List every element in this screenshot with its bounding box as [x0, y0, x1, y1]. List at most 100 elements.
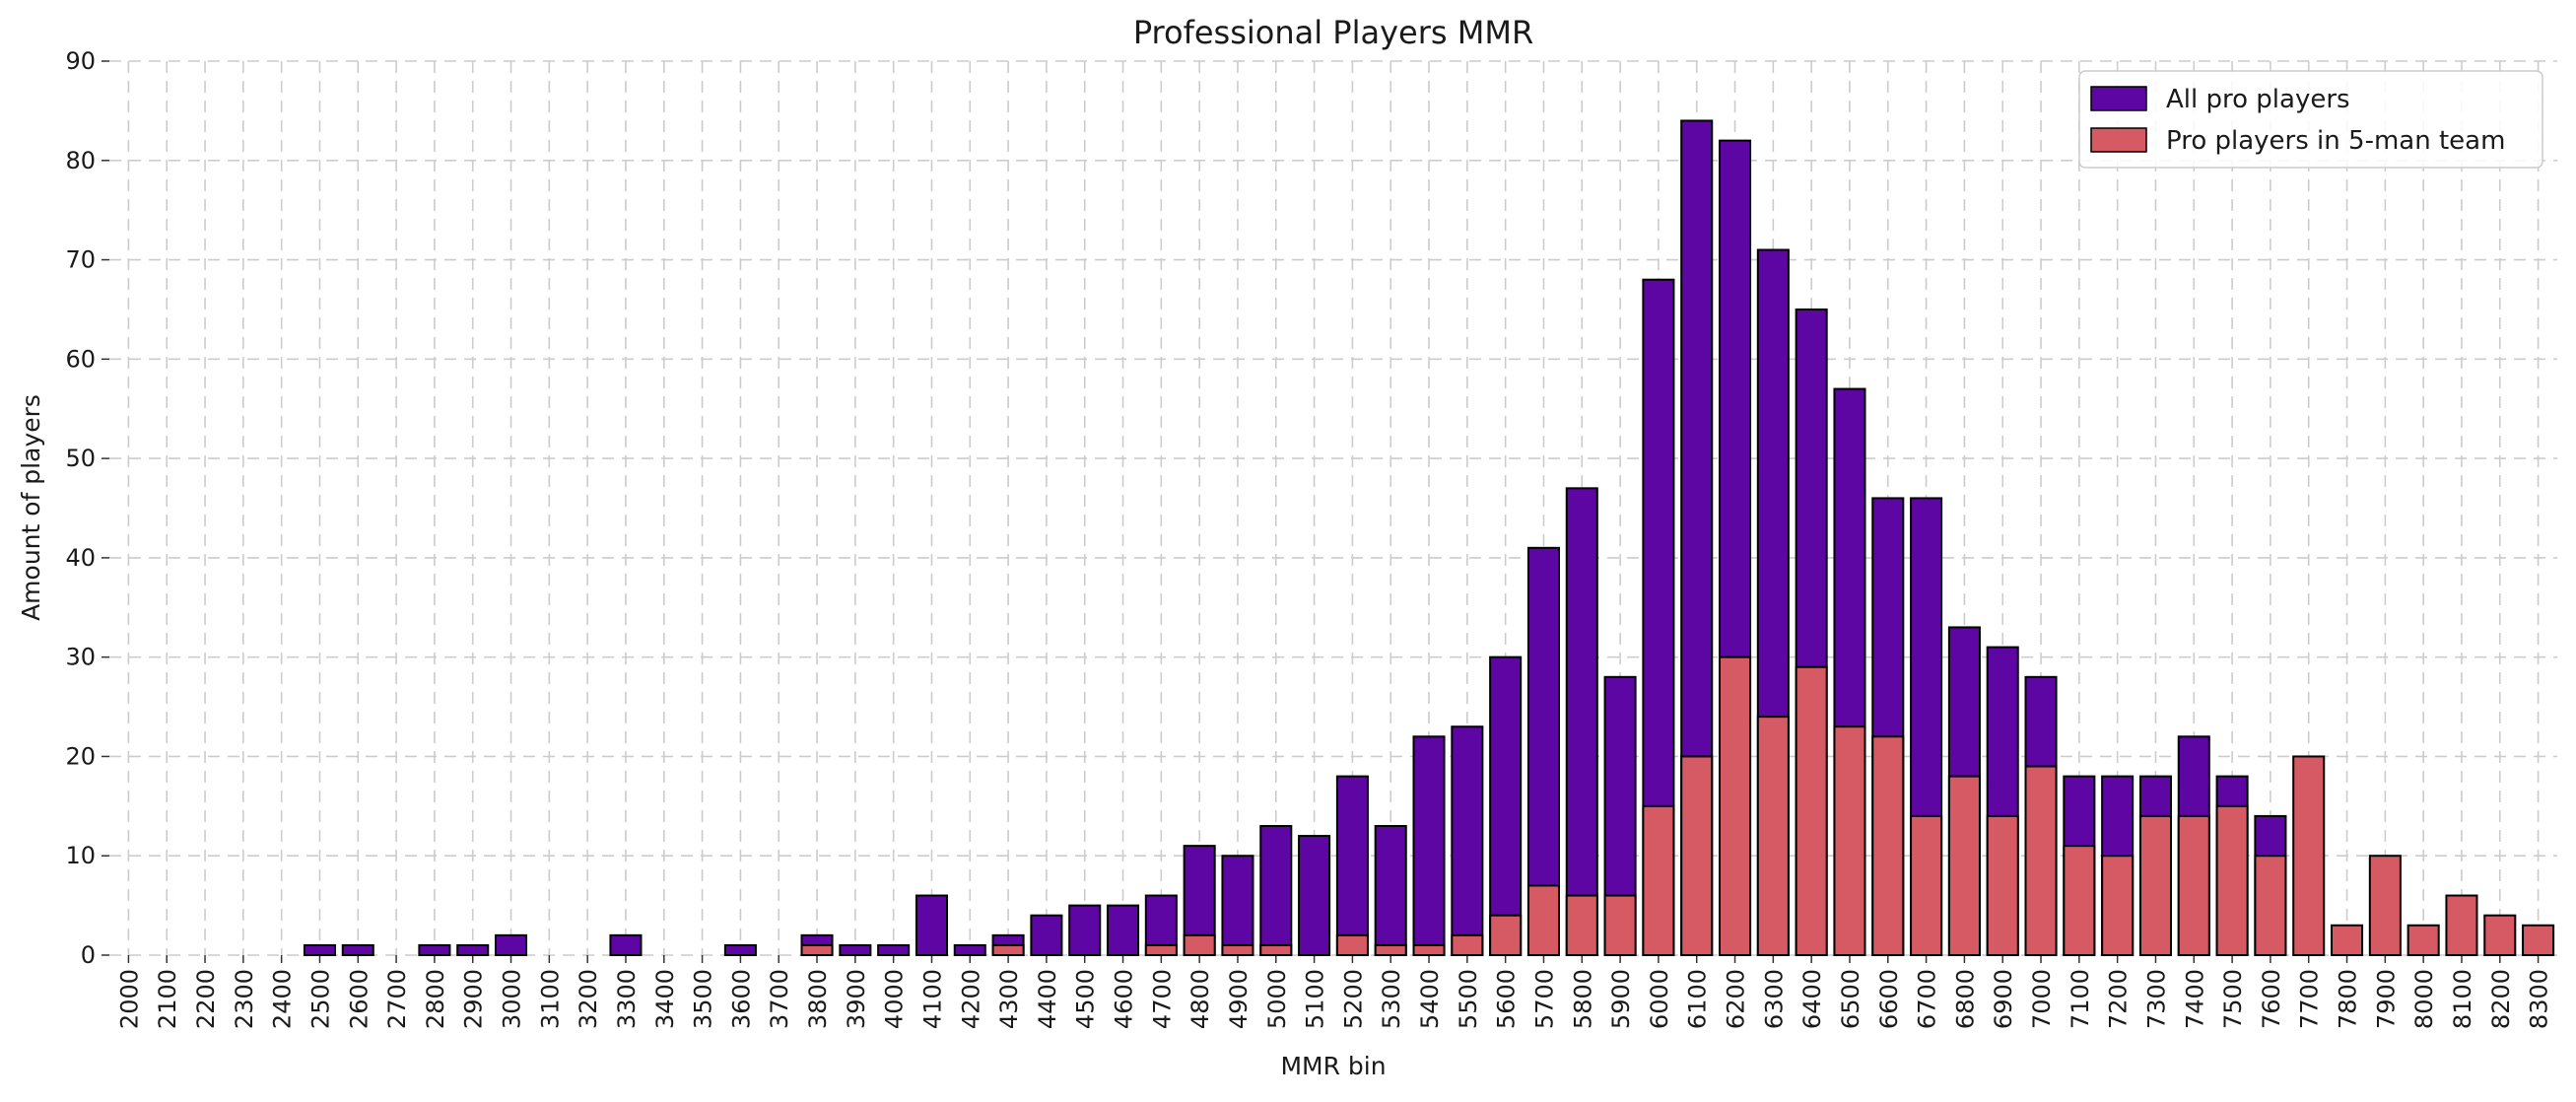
x-tick-label: 4800	[1186, 969, 1214, 1029]
x-tick-label: 3500	[690, 969, 717, 1029]
legend-swatch-pro-players-5-man-team	[2090, 127, 2147, 153]
bar-pro-players-5-man-team	[1642, 804, 1675, 956]
bar-pro-players-5-man-team	[2215, 804, 2249, 956]
bar-all-pro-players	[1335, 775, 1369, 956]
bar-all-pro-players	[723, 943, 757, 957]
x-tick-label: 7500	[2219, 969, 2247, 1029]
x-axis-ticks: 2000 2100 2200 2300 2400 2500 2600 2700 2800 2900…	[115, 955, 2553, 1029]
bar-pro-players-5-man-team	[1719, 655, 1752, 957]
bar-pro-players-5-man-team	[2292, 755, 2326, 957]
x-tick-label: 6400	[1798, 969, 1826, 1029]
y-tick-label: 70	[65, 246, 96, 274]
x-tick-label: 8200	[2487, 969, 2515, 1029]
bar-pro-players-5-man-team	[2522, 924, 2555, 956]
x-tick-label: 6700	[1914, 969, 1941, 1029]
bar-pro-players-5-man-team	[1680, 755, 1714, 957]
bar-pro-players-5-man-team	[2254, 855, 2287, 957]
x-tick-label: 6600	[1875, 969, 1903, 1029]
x-tick-label: 3200	[575, 969, 602, 1029]
bar-pro-players-5-man-team	[1947, 775, 1981, 956]
x-tick-label: 4300	[995, 969, 1023, 1029]
x-tick-label: 4100	[918, 969, 946, 1029]
y-tick-label: 40	[65, 544, 96, 572]
x-tick-label: 5200	[1339, 969, 1367, 1029]
x-tick-label: 4200	[957, 969, 984, 1029]
bar-all-pro-players	[839, 943, 872, 957]
bar-all-pro-players	[1489, 655, 1523, 957]
y-tick-label: 50	[65, 445, 96, 472]
bar-pro-players-5-man-team	[1374, 943, 1407, 957]
bar-all-pro-players	[1374, 824, 1407, 956]
bar-pro-players-5-man-team	[2177, 814, 2210, 957]
x-tick-label: 2000	[115, 969, 143, 1029]
x-tick-label: 2900	[460, 969, 488, 1029]
bar-all-pro-players	[1259, 824, 1293, 956]
y-tick-label: 20	[65, 742, 96, 770]
grid	[109, 60, 2557, 956]
x-tick-label: 7800	[2335, 969, 2362, 1029]
bar-pro-players-5-man-team	[1221, 943, 1254, 957]
x-tick-label: 6500	[1837, 969, 1864, 1029]
x-tick-label: 3900	[843, 969, 870, 1029]
x-tick-label: 8300	[2526, 969, 2553, 1029]
x-tick-label: 6200	[1723, 969, 1750, 1029]
legend-swatch-all-pro-players	[2090, 86, 2147, 111]
bar-all-pro-players	[341, 943, 374, 957]
x-tick-label: 3000	[499, 969, 526, 1029]
x-tick-label: 4900	[1225, 969, 1253, 1029]
x-tick-label: 7400	[2181, 969, 2208, 1029]
bar-all-pro-players	[1030, 914, 1063, 957]
bar-all-pro-players	[1565, 487, 1598, 956]
bar-pro-players-5-man-team	[2483, 914, 2517, 957]
chart-title: Professional Players MMR	[1133, 14, 1533, 51]
x-tick-label: 3400	[651, 969, 679, 1029]
x-tick-label: 7000	[2028, 969, 2056, 1029]
x-tick-label: 4400	[1034, 969, 1061, 1029]
bar-all-pro-players	[418, 943, 451, 957]
bar-pro-players-5-man-team	[1986, 814, 2019, 957]
series-pro-players-5-man-team	[800, 655, 2555, 957]
bar-pro-players-5-man-team	[1526, 884, 1560, 957]
x-tick-label: 5400	[1416, 969, 1444, 1029]
bar-pro-players-5-man-team	[1833, 725, 1866, 957]
x-tick-label: 5700	[1530, 969, 1558, 1029]
bar-pro-players-5-man-team	[1183, 933, 1216, 956]
bar-pro-players-5-man-team	[1795, 665, 1828, 956]
bar-pro-players-5-man-team	[1259, 943, 1293, 957]
x-tick-label: 5500	[1455, 969, 1482, 1029]
x-tick-label: 8000	[2410, 969, 2438, 1029]
bar-pro-players-5-man-team	[1871, 735, 1905, 956]
x-tick-label: 3800	[804, 969, 832, 1029]
bar-all-pro-players	[456, 943, 490, 957]
x-tick-label: 2200	[192, 969, 220, 1029]
x-axis-label: MMR bin	[1280, 1052, 1386, 1080]
bar-pro-players-5-man-team	[1756, 716, 1790, 957]
x-tick-label: 7300	[2142, 969, 2170, 1029]
bar-pro-players-5-man-team	[991, 943, 1025, 957]
bar-all-pro-players	[877, 943, 911, 957]
x-tick-label: 4500	[1072, 969, 1100, 1029]
x-tick-label: 6900	[1990, 969, 2017, 1029]
x-tick-label: 6000	[1646, 969, 1673, 1029]
x-tick-label: 2300	[231, 969, 258, 1029]
bar-pro-players-5-man-team	[1603, 894, 1637, 956]
y-axis-label: Amount of players	[17, 394, 45, 621]
y-tick-label: 10	[65, 842, 96, 869]
x-tick-label: 7200	[2105, 969, 2133, 1029]
bar-all-pro-players	[1451, 725, 1484, 957]
x-tick-label: 5600	[1493, 969, 1521, 1029]
bar-pro-players-5-man-team	[1910, 814, 1943, 957]
bar-pro-players-5-man-team	[2138, 814, 2172, 957]
x-tick-label: 5900	[1607, 969, 1635, 1029]
bar-pro-players-5-man-team	[2331, 924, 2364, 956]
bar-all-pro-players	[495, 933, 528, 956]
x-tick-label: 3700	[766, 969, 793, 1029]
x-tick-label: 3300	[613, 969, 641, 1029]
bar-pro-players-5-man-team	[1144, 943, 1178, 957]
bar-all-pro-players	[1221, 855, 1254, 957]
x-tick-label: 5000	[1263, 969, 1291, 1029]
x-tick-label: 7900	[2372, 969, 2400, 1029]
bar-all-pro-players	[303, 943, 336, 957]
bar-pro-players-5-man-team	[2445, 894, 2478, 956]
bar-pro-players-5-man-team	[800, 943, 834, 957]
